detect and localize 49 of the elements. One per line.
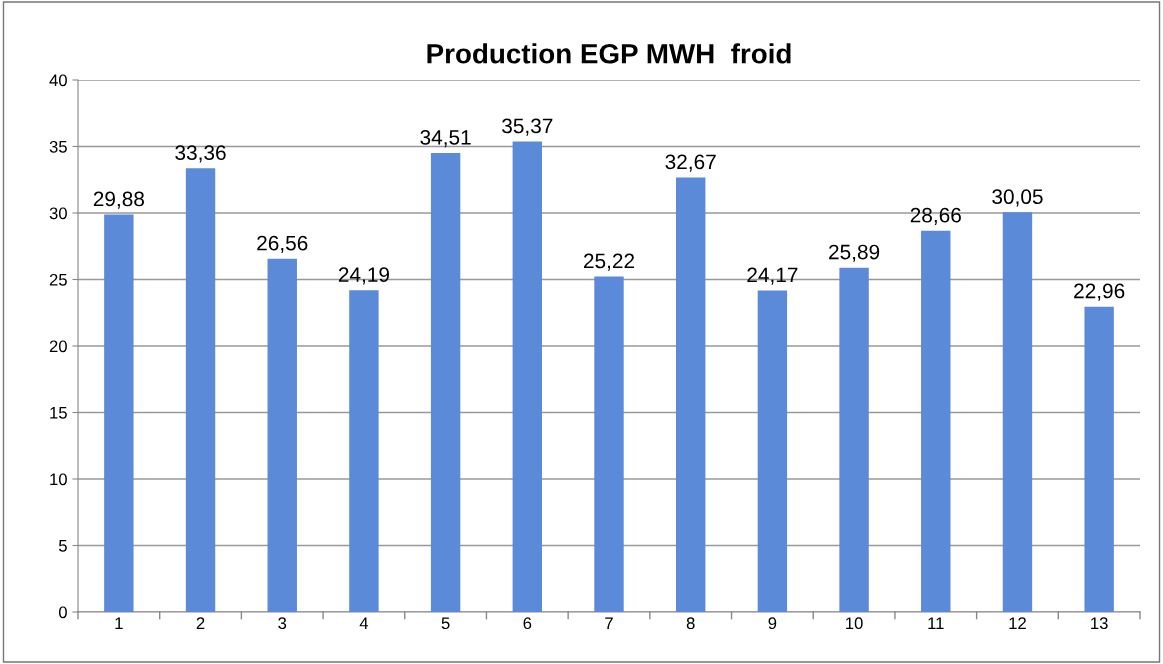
x-tick-label: 1 xyxy=(115,617,123,629)
x-tick-label: 12 xyxy=(1009,617,1026,629)
y-tick-label: 0 xyxy=(58,606,67,619)
bar xyxy=(267,258,297,612)
y-tick-label: 5 xyxy=(58,540,67,552)
bar xyxy=(757,290,788,612)
x-tick-label: 4 xyxy=(359,617,369,629)
data-label: 28,66 xyxy=(910,207,961,225)
y-tick-label: 20 xyxy=(49,340,67,353)
data-label: 35,37 xyxy=(502,118,553,136)
x-tick-label: 8 xyxy=(686,617,695,630)
data-label: 25,22 xyxy=(583,253,635,271)
y-tick-label: 40 xyxy=(49,74,67,87)
x-tick-label: 10 xyxy=(846,617,863,630)
chart-title: Production EGP MWH froid xyxy=(427,43,791,64)
data-label: 30,05 xyxy=(992,189,1043,207)
bar xyxy=(1002,212,1033,612)
data-label: 22,96 xyxy=(1074,283,1125,301)
x-tick-label: 7 xyxy=(605,617,613,629)
bar xyxy=(430,153,461,612)
x-tick-label: 9 xyxy=(768,617,777,630)
bar xyxy=(675,177,706,612)
x-tick-label: 2 xyxy=(196,617,205,629)
x-tick-label: 5 xyxy=(441,617,450,630)
x-tick-label: 6 xyxy=(523,617,532,630)
data-label: 33,36 xyxy=(175,145,226,163)
y-tick-label: 15 xyxy=(50,407,67,419)
bar xyxy=(349,290,379,612)
y-tick-label: 10 xyxy=(50,473,67,486)
bar xyxy=(594,276,624,612)
data-label: 34,51 xyxy=(420,129,471,148)
data-label: 32,67 xyxy=(665,154,716,172)
y-tick-label: 25 xyxy=(49,273,67,286)
y-tick-label: 35 xyxy=(49,140,67,153)
bar xyxy=(512,141,543,612)
x-tick-label: 13 xyxy=(1091,617,1108,630)
bar xyxy=(1084,306,1114,612)
data-label: 24,19 xyxy=(338,267,390,285)
x-tick-label: 11 xyxy=(928,617,944,629)
data-label: 25,89 xyxy=(829,244,880,262)
data-label: 29,88 xyxy=(93,191,145,209)
bar xyxy=(185,168,216,612)
bar xyxy=(104,214,134,612)
data-label: 24,17 xyxy=(747,267,798,285)
y-tick-label: 30 xyxy=(49,207,67,220)
data-label: 26,56 xyxy=(257,235,308,253)
bar xyxy=(839,267,869,612)
bar xyxy=(921,230,951,612)
x-tick-label: 3 xyxy=(278,617,287,630)
